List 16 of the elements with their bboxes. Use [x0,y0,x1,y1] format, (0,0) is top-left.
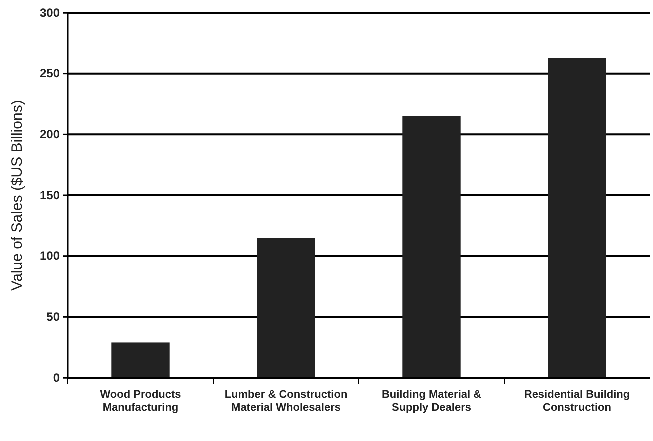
y-tick-label: 250 [40,66,60,81]
y-tick-label: 150 [40,188,60,202]
bar [257,238,316,378]
x-tick-label: Lumber & Construction Material Wholesalers [224,389,348,414]
bar [548,58,606,378]
y-tick-label: 0 [53,370,60,385]
y-tick-label: 100 [40,249,60,264]
x-tick-label: Residential Building Construction [524,389,630,414]
bar [402,116,461,378]
x-tick-label: Wood Products Manufacturing [100,389,182,414]
x-tick-label: Building Material & Supply Dealers [382,389,482,414]
y-tick-label: 200 [40,128,60,142]
y-tick-label: 50 [46,310,60,324]
y-axis-title: Value of Sales ($US Billions) [9,100,26,291]
bar [112,342,170,378]
y-tick-label: 300 [40,6,60,20]
